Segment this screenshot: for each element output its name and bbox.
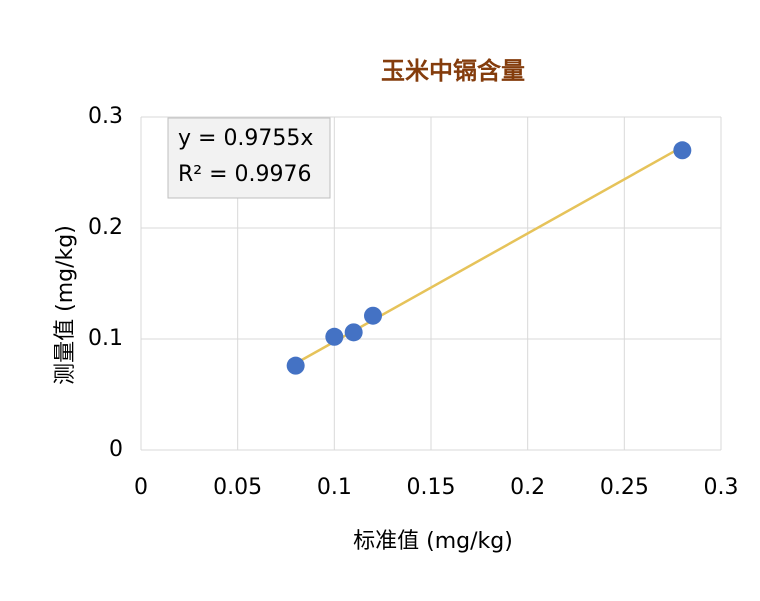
x-axis-label: 标准值 (mg/kg): [353, 529, 513, 554]
chart-title: 玉米中镉含量: [381, 57, 525, 85]
x-tick-label: 0.2: [510, 475, 545, 500]
point: [364, 306, 382, 325]
point: [325, 327, 344, 346]
annotation: y = 0.9755x: [178, 126, 313, 151]
x-tick-label: 0.1: [317, 475, 352, 500]
point: [673, 141, 692, 160]
annotation-box: [167, 117, 331, 199]
point: [344, 323, 363, 342]
y-tick-label: 0.2: [88, 215, 123, 240]
x-tick-label: 0.25: [600, 475, 649, 500]
annotation: R² = 0.9976: [178, 162, 312, 187]
x-tick-label: 0.15: [407, 475, 456, 500]
y-tick-label: 0.3: [88, 104, 123, 129]
point: [286, 356, 305, 375]
y-tick-label: 0.1: [88, 326, 123, 351]
y-axis-label: 测量值 (mg/kg): [53, 225, 78, 385]
x-tick-label: 0: [134, 475, 148, 500]
x-tick-label: 0.3: [704, 475, 739, 500]
x-tick-label: 0.05: [213, 475, 262, 500]
y-tick-label: 0: [109, 437, 123, 462]
